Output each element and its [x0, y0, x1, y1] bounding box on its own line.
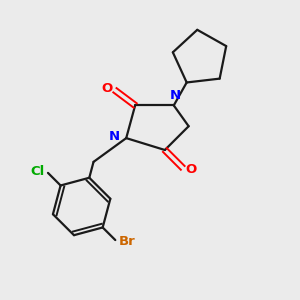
Text: N: N — [170, 89, 181, 102]
Text: O: O — [101, 82, 112, 95]
Text: N: N — [109, 130, 120, 143]
Text: Cl: Cl — [31, 165, 45, 178]
Text: Br: Br — [118, 235, 135, 248]
Text: O: O — [186, 163, 197, 176]
